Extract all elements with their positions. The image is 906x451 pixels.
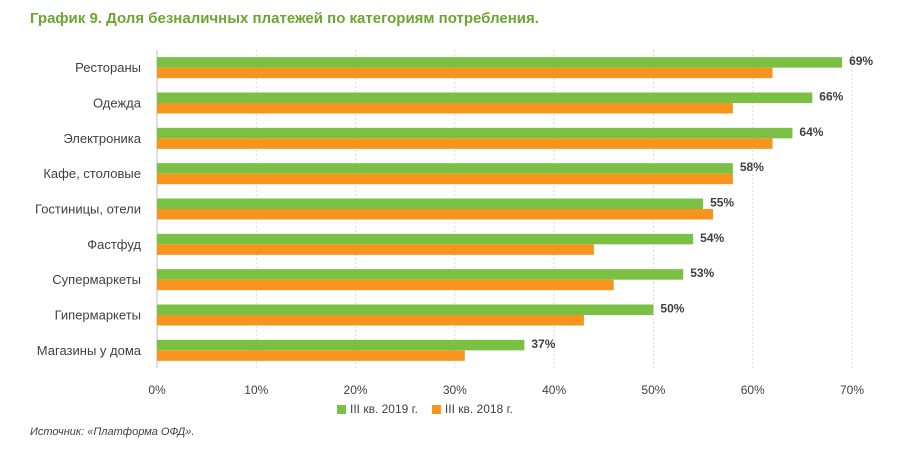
data-label: 58%	[740, 160, 764, 174]
bar-2018	[157, 315, 584, 326]
bar-2018	[157, 279, 614, 291]
bar-2019	[157, 163, 733, 174]
legend-swatch	[431, 405, 441, 414]
bar-2018	[157, 138, 773, 149]
chart-title: График 9. Доля безналичных платежей по к…	[30, 10, 539, 27]
bar-2019	[157, 339, 525, 351]
bar-2019	[157, 269, 684, 280]
category-label: Одежда	[93, 96, 142, 111]
category-label: Гостиницы, отели	[35, 202, 141, 217]
legend-swatch	[337, 405, 346, 414]
bar-2018	[157, 209, 713, 220]
data-label: 64%	[799, 125, 823, 139]
data-label: 55%	[710, 196, 734, 210]
x-tick-label: 50%	[641, 383, 665, 397]
x-tick-label: 10%	[244, 383, 268, 397]
data-label: 69%	[849, 54, 873, 68]
x-tick-label: 70%	[840, 383, 864, 397]
data-label: 54%	[700, 231, 724, 245]
data-label: 66%	[819, 90, 843, 104]
category-label: Рестораны	[75, 60, 141, 75]
bar-2018	[157, 173, 733, 185]
bar-2019	[157, 233, 694, 245]
legend-item[interactable]: III кв. 2019 г.	[337, 402, 418, 416]
source-note: Источник: «Платформа ОФД».	[30, 426, 195, 438]
legend-label: III кв. 2018 г.	[445, 402, 513, 416]
category-label: Кафе, столовые	[43, 166, 141, 181]
bar-2019	[157, 198, 704, 209]
bar-2019	[157, 92, 813, 103]
data-label: 50%	[660, 302, 684, 316]
bar-2018	[157, 244, 594, 255]
bars: 69% 66% 64% 58% 55% 54% 53% 50% 37%	[157, 54, 873, 361]
category-label: Гипермаркеты	[55, 308, 141, 323]
x-tick-label: 30%	[443, 383, 467, 397]
x-axis-ticks: 0% 10% 20% 30% 40% 50% 60% 70%	[148, 383, 864, 397]
data-label: 37%	[531, 337, 555, 351]
bar-2019	[157, 57, 843, 68]
category-labels: Рестораны Одежда Электроника Кафе, столовые…	[35, 60, 142, 358]
legend[interactable]: III кв. 2019 г. III кв. 2018 г.	[337, 402, 513, 416]
bar-2018	[157, 103, 733, 114]
bar-2019	[157, 304, 654, 315]
x-tick-label: 0%	[148, 383, 166, 397]
data-label: 53%	[690, 266, 714, 280]
bar-2019	[157, 127, 793, 139]
legend-label: III кв. 2019 г.	[350, 402, 418, 416]
bar-2018	[157, 350, 465, 361]
bar-2018	[157, 67, 773, 79]
category-label: Магазины у дома	[37, 343, 142, 358]
x-tick-label: 20%	[344, 383, 368, 397]
x-tick-label: 40%	[542, 383, 566, 397]
category-label: Электроника	[63, 131, 141, 146]
legend-item[interactable]: III кв. 2018 г.	[431, 402, 513, 416]
category-label: Супермаркеты	[52, 272, 141, 287]
x-tick-label: 60%	[741, 383, 765, 397]
category-label: Фастфуд	[87, 237, 141, 252]
